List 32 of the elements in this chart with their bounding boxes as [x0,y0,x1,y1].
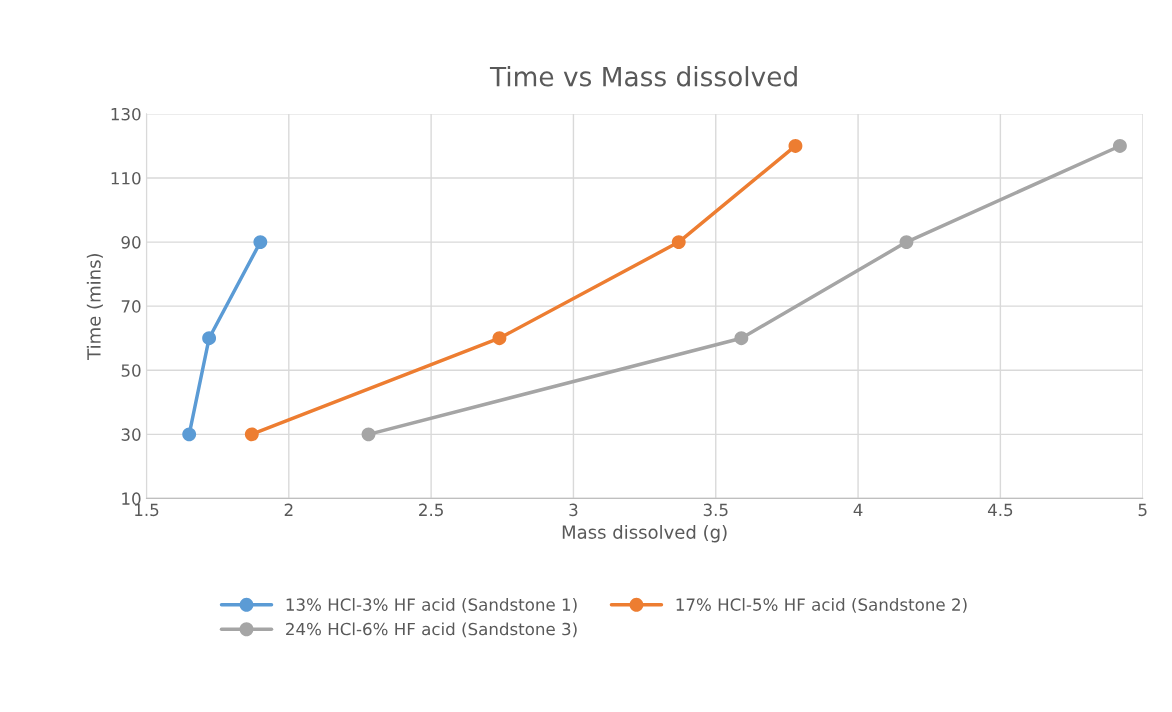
point [1112,139,1127,153]
x-tick-label: 3 [569,503,578,517]
point [734,331,749,346]
point [182,427,197,442]
legend-label: 13% HCl-3% HF acid (Sandstone 1) [286,597,577,613]
x-tick-label: 5 [1138,503,1147,517]
point [202,331,217,346]
x-tick-label: 4.5 [987,503,1013,517]
point [671,235,686,250]
x-tick-label: 1.5 [135,503,159,517]
y-tick-label: 130 [111,107,141,121]
x-tick-label: 4 [853,503,863,516]
y-tick-label: 110 [111,171,141,185]
y-axis-title: Time (mins) [86,253,103,360]
chart-title: Time vs Mass dissolved [489,66,797,87]
point [361,427,376,442]
point [899,235,914,250]
point [244,427,259,442]
y-tick-label: 10 [122,492,141,505]
point [253,235,268,250]
y-tick-label: 50 [121,364,141,377]
x-tick-label: 2 [284,503,293,516]
point [492,331,507,346]
x-tick-label: 2.5 [419,503,443,517]
x-axis-title: Mass dissolved (g) [562,524,727,543]
y-tick-label: 90 [121,236,141,249]
legend-label: 17% HCl-5% HF acid (Sandstone 2) [676,597,967,613]
legend-label: 24% HCl-6% HF acid (Sandstone 3) [286,622,577,638]
y-tick-label: 70 [121,300,141,313]
y-tick-label: 30 [121,428,141,441]
x-tick-label: 3.5 [703,503,728,517]
point [788,139,803,153]
